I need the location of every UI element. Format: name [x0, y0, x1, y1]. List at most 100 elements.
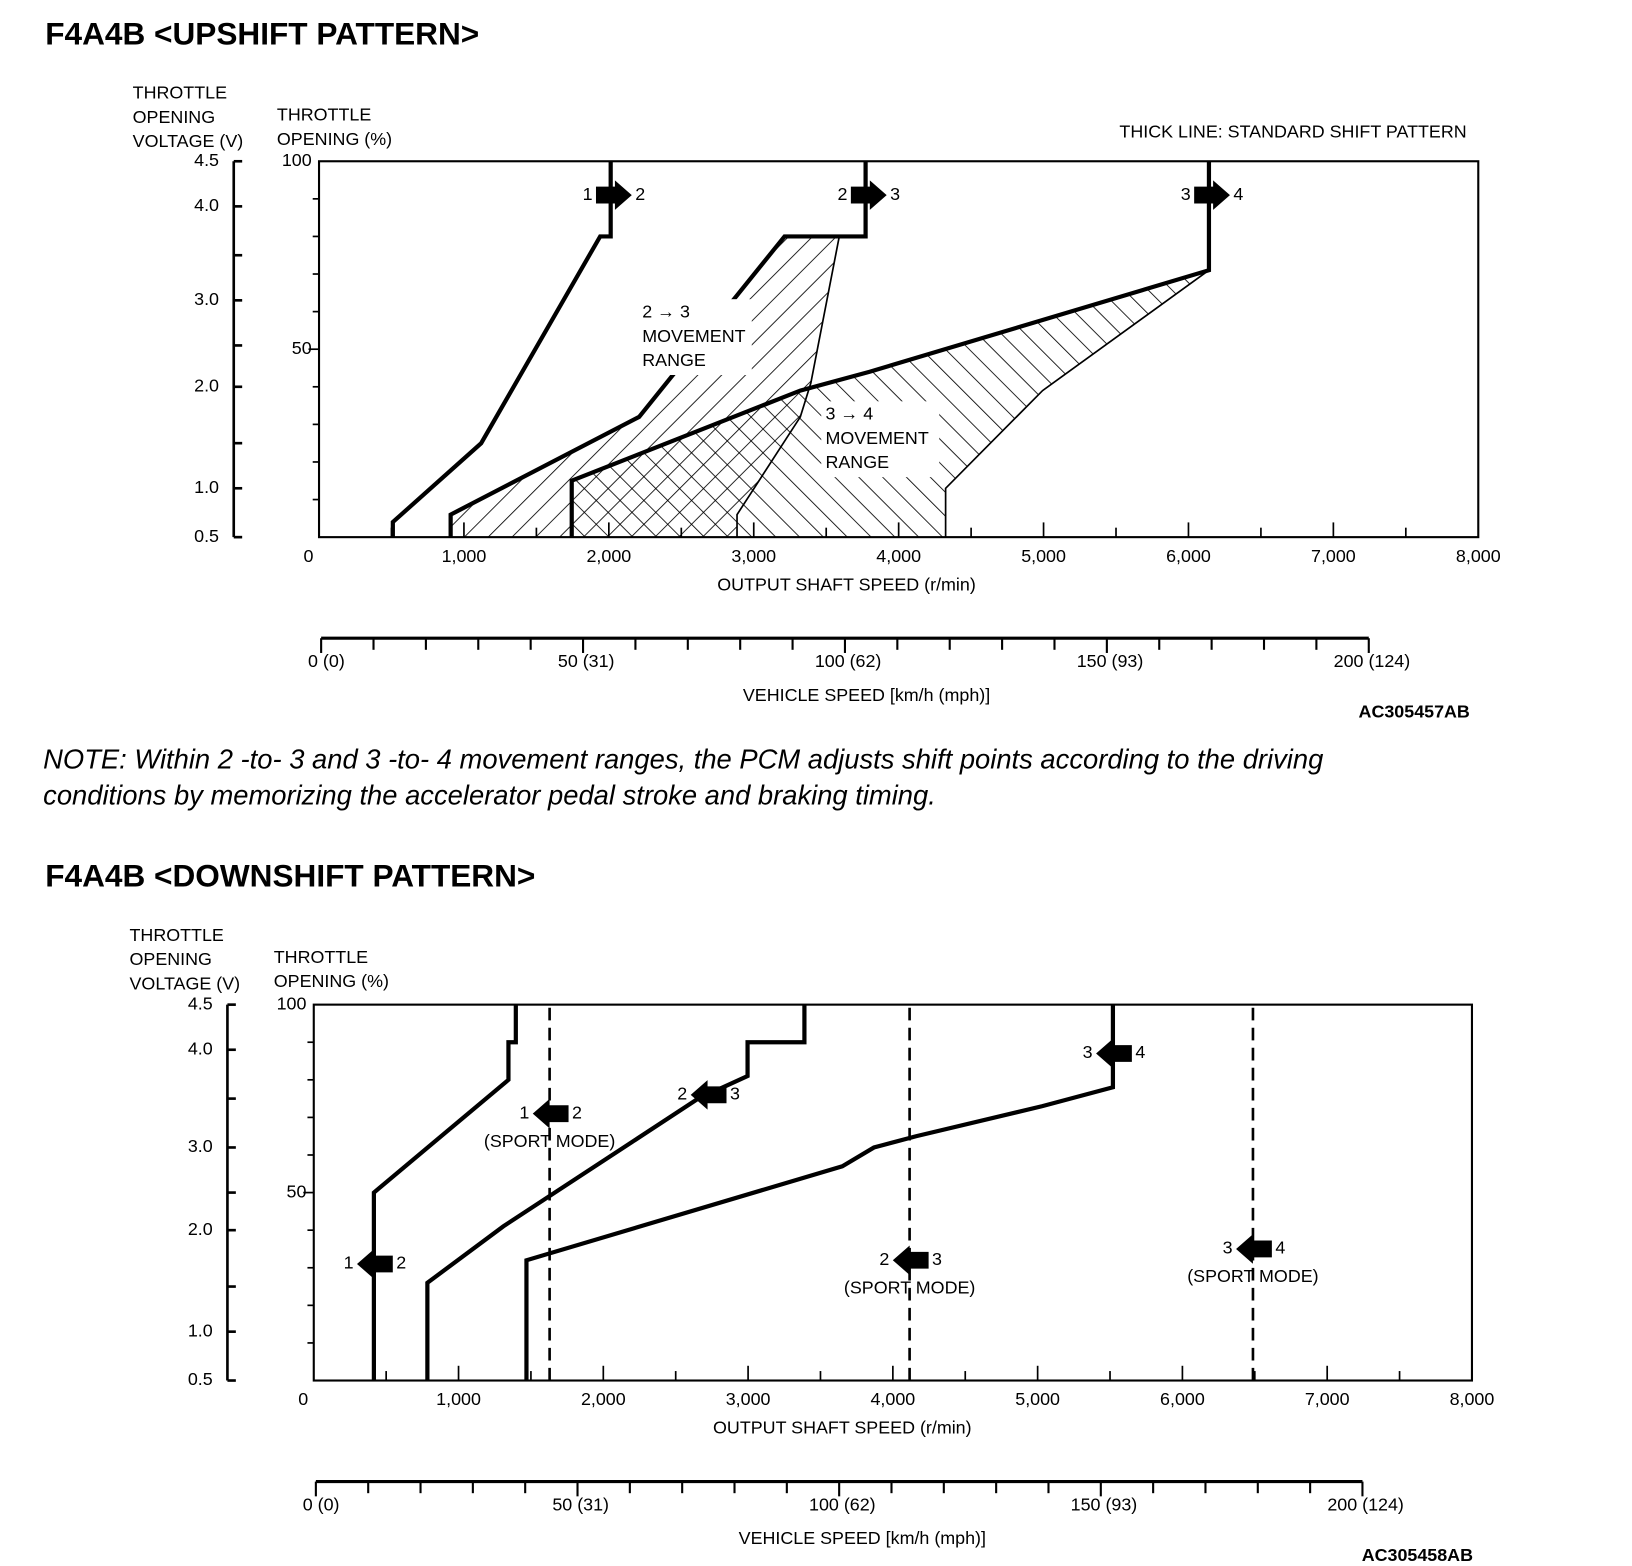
note-line-2: conditions by memorizing the accelerator…	[43, 779, 936, 810]
voltage-tick-label: 4.0	[188, 1038, 213, 1058]
label-background	[638, 299, 752, 375]
x-tick-label: 2,000	[581, 1389, 626, 1409]
x-tick-label: 4,000	[876, 546, 921, 566]
axis-title-line: THROTTLE	[130, 925, 224, 945]
vehicle-speed-tick-label: 0 (0)	[308, 651, 345, 671]
gear-label-to: 2	[572, 1102, 582, 1122]
downshift-vehicle-speed-title: VEHICLE SPEED [km/h (mph)]	[739, 1528, 986, 1548]
y-tick-label: 50	[287, 1181, 307, 1201]
arrow-right-icon	[595, 180, 632, 210]
x-tick-label: 5,000	[1021, 546, 1066, 566]
range-label-line: 2 → 3	[642, 302, 690, 322]
x-tick-label: 8,000	[1450, 1389, 1495, 1409]
vehicle-speed-tick-label: 200 (124)	[1327, 1495, 1404, 1515]
gear-label-from: 3	[1181, 184, 1191, 204]
legend-note: THICK LINE: STANDARD SHIFT PATTERN	[1119, 122, 1466, 142]
vehicle-speed-tick-label: 100 (62)	[815, 651, 882, 671]
gear-label-from: 2	[879, 1249, 889, 1269]
downshift-throttle-axis-title: THROTTLE OPENING (%)	[274, 947, 389, 991]
voltage-tick-label: 4.5	[188, 993, 213, 1013]
upshift-figure-code: AC305457AB	[1359, 702, 1470, 722]
axis-title-line: THROTTLE	[274, 947, 368, 967]
upshift-throttle-axis-title: THROTTLE OPENING (%)	[277, 105, 392, 149]
axis-title-line: OPENING (%)	[277, 129, 392, 149]
sport-mode-label: (SPORT MODE)	[844, 1277, 975, 1297]
shift-line	[736, 236, 841, 538]
x-tick-label: 0	[304, 546, 314, 566]
upshift-title: F4A4B <UPSHIFT PATTERN>	[45, 15, 479, 51]
gear-label-from: 2	[837, 184, 847, 204]
downshift-figure-code: AC305458AB	[1362, 1545, 1473, 1565]
voltage-tick-label: 1.0	[194, 477, 219, 497]
sport-mode-label: (SPORT MODE)	[484, 1131, 615, 1151]
sport-mode-label: (SPORT MODE)	[1187, 1266, 1318, 1286]
gear-label-from: 3	[1083, 1042, 1093, 1062]
range-label-line: RANGE	[642, 350, 706, 370]
x-tick-label: 1,000	[442, 546, 487, 566]
x-tick-label: 3,000	[726, 1389, 771, 1409]
x-tick-label: 4,000	[870, 1389, 915, 1409]
gear-label-to: 3	[730, 1084, 740, 1104]
x-tick-label: 7,000	[1311, 546, 1356, 566]
upshift-vehicle-speed-title: VEHICLE SPEED [km/h (mph)]	[743, 685, 990, 705]
voltage-tick-label: 2.0	[188, 1219, 213, 1239]
vehicle-speed-tick-label: 50 (31)	[558, 651, 615, 671]
y-tick-label: 100	[277, 993, 307, 1013]
plot-frame	[312, 1003, 1474, 1382]
shift-line	[371, 1004, 518, 1381]
range-23-label: 2 → 3 MOVEMENT RANGE	[638, 299, 752, 375]
x-tick-label: 7,000	[1305, 1389, 1350, 1409]
upshift-voltage-axis-title: THROTTLE OPENING VOLTAGE (V)	[133, 83, 244, 151]
arrow-left-icon	[1236, 1234, 1272, 1264]
axis-title-line: THROTTLE	[277, 105, 371, 125]
axis-title-line: VOLTAGE (V)	[133, 131, 244, 151]
axis-title-line: OPENING (%)	[274, 971, 389, 991]
voltage-tick-label: 1.0	[188, 1320, 213, 1340]
range-label-line: 3 → 4	[825, 404, 873, 424]
vehicle-speed-tick-label: 0 (0)	[303, 1495, 340, 1515]
gear-label-to: 3	[932, 1249, 942, 1269]
vehicle-speed-tick-label: 150 (93)	[1077, 651, 1144, 671]
label-background	[821, 401, 940, 478]
arrow-left-icon	[690, 1080, 727, 1110]
x-tick-label: 0	[298, 1389, 308, 1409]
gear-label-from: 3	[1223, 1238, 1233, 1258]
axis-title-line: OPENING	[133, 107, 215, 127]
downshift-chart: 0 1,000 2,000 3,000 4,000 5,000 6,000 7,000 8,00…	[188, 993, 1495, 1514]
vehicle-speed-tick-label: 50 (31)	[552, 1495, 609, 1515]
vehicle-speed-tick-label: 200 (124)	[1334, 651, 1411, 671]
gear-label-to: 3	[890, 184, 900, 204]
axis-title-line: THROTTLE	[133, 83, 227, 103]
gear-label-from: 1	[583, 184, 593, 204]
range-label-line: RANGE	[825, 452, 889, 472]
arrow-left-icon	[532, 1098, 569, 1129]
gear-label-to: 4	[1135, 1042, 1145, 1062]
downshift-title: F4A4B <DOWNSHIFT PATTERN>	[45, 858, 535, 894]
note-line-1: NOTE: Within 2 -to- 3 and 3 -to- 4 movem…	[43, 744, 1323, 775]
x-tick-label: 2,000	[586, 546, 631, 566]
shift-line	[390, 161, 613, 538]
arrow-left-icon	[892, 1245, 929, 1275]
voltage-tick-label: 0.5	[194, 526, 219, 546]
range-label-line: MOVEMENT	[642, 326, 745, 346]
arrow-right-icon	[1194, 180, 1230, 210]
shift-arrow: 3 4 (SPORT MODE)	[1187, 1234, 1319, 1286]
voltage-tick-label: 0.5	[188, 1369, 213, 1389]
axis-title-line: OPENING	[130, 949, 212, 969]
x-tick-label: 1,000	[436, 1389, 481, 1409]
shift-arrow: 2 3 (SPORT MODE)	[844, 1245, 975, 1297]
shift-line	[569, 161, 1212, 538]
y-tick-label: 100	[282, 150, 312, 170]
shift-arrow: 1 2 (SPORT MODE)	[484, 1098, 615, 1151]
gear-label-to: 4	[1233, 184, 1243, 204]
x-tick-label: 6,000	[1160, 1389, 1205, 1409]
gear-label-from: 2	[677, 1084, 687, 1104]
voltage-tick-label: 4.5	[194, 150, 219, 170]
